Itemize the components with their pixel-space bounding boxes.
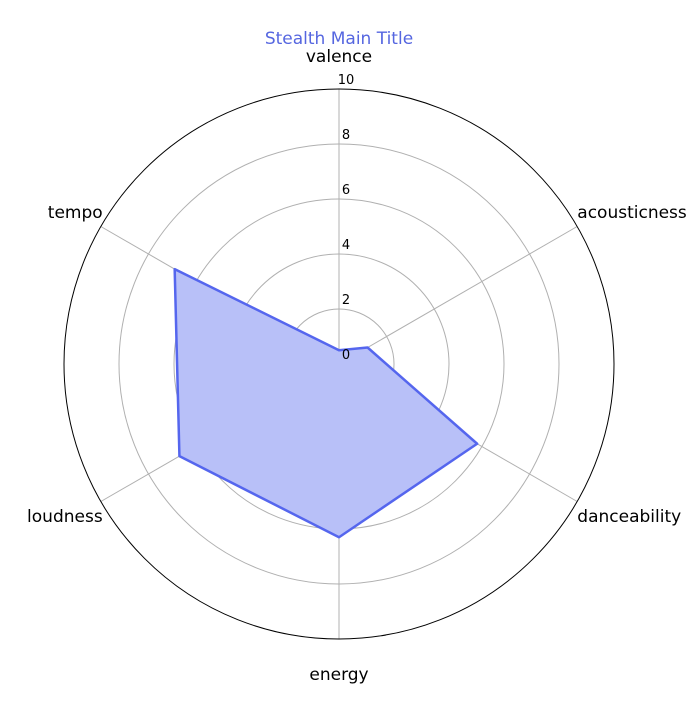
radar-series xyxy=(173,267,479,539)
axis-label-acousticness: acousticness xyxy=(577,203,687,223)
axis-label-loudness: loudness xyxy=(27,507,103,527)
radar-tick-labels: 0 2 4 6 8 10 xyxy=(338,73,355,363)
tick-label-5: 10 xyxy=(338,73,355,88)
axis-label-energy: energy xyxy=(309,665,368,685)
tick-label-3: 6 xyxy=(342,183,350,198)
tick-label-0: 0 xyxy=(342,348,350,363)
spoke-acousticness xyxy=(338,226,578,365)
series-line-0 xyxy=(173,267,479,539)
axis-label-danceability: danceability xyxy=(577,507,681,527)
polar-frame xyxy=(63,88,615,640)
axis-label-valence: valence xyxy=(306,47,372,67)
tick-label-1: 2 xyxy=(342,293,350,308)
radar-axis-labels: valence acousticness danceability energy lou… xyxy=(27,47,687,685)
tick-label-2: 4 xyxy=(342,238,350,253)
chart-title: Stealth Main Title xyxy=(265,29,413,49)
axis-label-tempo: tempo xyxy=(48,203,103,223)
series-area-0 xyxy=(174,269,478,538)
tick-label-4: 8 xyxy=(342,128,350,143)
